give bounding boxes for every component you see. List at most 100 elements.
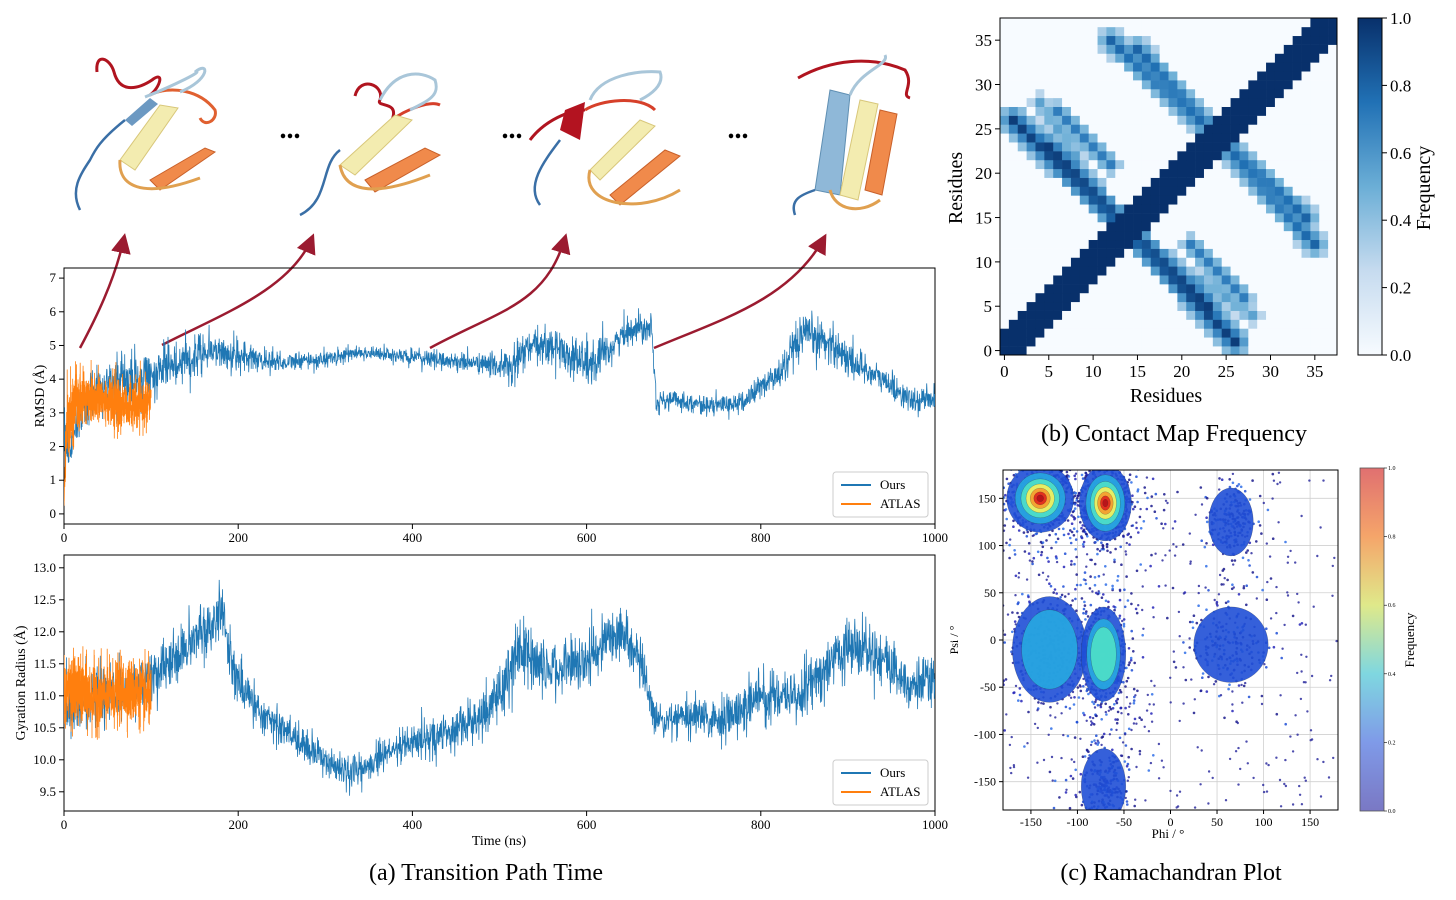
rama-point (1121, 741, 1125, 744)
contact-cell (1195, 266, 1205, 276)
rama-point (1332, 756, 1335, 760)
rama-point (1155, 462, 1158, 465)
rama-point (1054, 532, 1058, 536)
rama-point (1093, 706, 1097, 709)
contact-cell (1053, 142, 1063, 152)
rama-point (1153, 510, 1157, 513)
contact-cell (1044, 44, 1054, 54)
rama-point (1232, 563, 1235, 566)
contact-cell (1301, 26, 1311, 37)
contact-cell (1319, 35, 1329, 45)
contact-cell (1230, 124, 1240, 134)
contact-cell (1212, 186, 1223, 196)
rama-point (1033, 449, 1036, 452)
rama-point (994, 528, 997, 531)
rama-point (1123, 733, 1127, 736)
contact-cell (1230, 195, 1240, 205)
rama-point (1319, 526, 1322, 529)
rama-point (1099, 466, 1102, 469)
contact-cell (1266, 88, 1276, 99)
contact-cell (1328, 346, 1338, 356)
contact-cell (1062, 168, 1072, 178)
rama-point (1022, 429, 1025, 432)
rama-point (1104, 565, 1107, 568)
contact-cell (1035, 97, 1045, 107)
rama-point (1275, 585, 1278, 589)
contact-cell (1124, 301, 1134, 311)
contact-cell (1070, 133, 1081, 143)
contact-cell (1177, 213, 1187, 223)
rama-point (1035, 532, 1039, 535)
contact-cell (1266, 71, 1276, 81)
rama-point (1071, 777, 1075, 780)
contact-cell (1062, 80, 1072, 90)
contact-cell (1115, 106, 1125, 116)
rama-point (1072, 703, 1076, 706)
contact-cell (1203, 62, 1214, 72)
contact-cell (1062, 142, 1072, 152)
rama-point (1088, 454, 1091, 457)
contact-cell (1203, 106, 1214, 116)
contact-cell (1203, 204, 1214, 214)
contact-cell (1283, 71, 1293, 81)
density-contour (1193, 606, 1269, 683)
contact-cell (1257, 35, 1267, 45)
contact-cell (1053, 221, 1063, 232)
contact-cell (1088, 115, 1098, 125)
rama-point (1097, 824, 1100, 827)
rama-point (1060, 756, 1063, 760)
contact-cell (1319, 195, 1329, 205)
rama-point (1047, 733, 1050, 736)
rama-point (1104, 599, 1108, 603)
contact-cell (1310, 284, 1320, 294)
contact-cell (1141, 80, 1152, 90)
rama-point (1073, 491, 1076, 495)
legend-label-ours: Ours (880, 765, 905, 780)
rama-point (1027, 710, 1030, 714)
contact-cell (1177, 195, 1187, 205)
contact-cell (1212, 284, 1223, 294)
contact-cell (1230, 186, 1240, 196)
rama-point (1132, 699, 1136, 702)
contact-cell (1221, 266, 1231, 276)
contact-cell (1026, 80, 1036, 90)
contact-cell (1168, 133, 1178, 143)
rama-point (1237, 483, 1241, 486)
rama-point (1136, 460, 1139, 463)
contact-cell (1301, 97, 1311, 107)
contact-cell (1133, 239, 1143, 249)
contact-cell (1079, 151, 1089, 161)
contact-cell (1124, 53, 1134, 63)
contact-cell (1124, 213, 1134, 223)
rama-point (1139, 527, 1143, 530)
contact-cell (1212, 115, 1223, 125)
contact-cell (1221, 337, 1231, 347)
contact-cell (1274, 230, 1285, 241)
rama-point (1114, 718, 1117, 721)
rama-point (1074, 477, 1077, 481)
contact-cell (1035, 177, 1045, 187)
rama-point (1138, 749, 1142, 753)
contact-cell (1079, 213, 1089, 223)
rama-point (1032, 556, 1036, 560)
contact-cell (1248, 257, 1258, 267)
contact-cell (1328, 257, 1338, 267)
contact-cell (1319, 275, 1329, 285)
rama-point (1130, 602, 1133, 606)
contact-cell (1274, 248, 1285, 258)
contact-cell (1230, 26, 1240, 37)
rama-point (1089, 818, 1092, 821)
rama-point (1260, 694, 1264, 698)
contact-cell (1266, 44, 1276, 54)
rama-point (1056, 537, 1060, 541)
contact-cell (1248, 310, 1258, 320)
density-contour (1036, 494, 1044, 502)
rama-point (1265, 542, 1269, 545)
contact-cell (1328, 221, 1338, 232)
rama-point (1113, 608, 1116, 612)
contact-cell (1062, 106, 1072, 116)
rama-point (1125, 575, 1128, 578)
rama-point (1084, 471, 1088, 475)
contact-cell (1221, 177, 1231, 187)
rama-point (1127, 755, 1130, 759)
